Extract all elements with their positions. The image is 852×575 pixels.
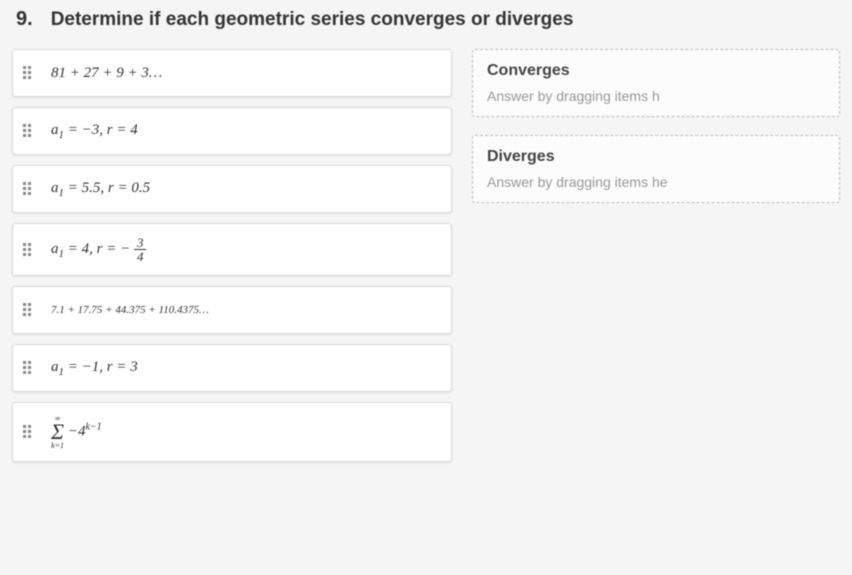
draggable-items-column: 81 + 27 + 9 + 3… a1 = −3, r = 4 a1 = 5.5… <box>12 49 452 462</box>
question-header: 9. Determine if each geometric series co… <box>12 8 840 31</box>
drag-handle-icon <box>23 303 37 317</box>
item-content: a1 = −1, r = 3 <box>51 359 138 378</box>
item-content: a1 = 4, r = − 34 <box>51 236 146 263</box>
draggable-item-2[interactable]: a1 = −3, r = 4 <box>12 107 452 155</box>
item-content: 7.1 + 17.75 + 44.375 + 110.4375… <box>51 304 209 316</box>
drag-handle-icon <box>23 124 37 138</box>
drag-handle-icon <box>23 243 37 257</box>
item-content: ∞Σk=1 −4k−1 <box>51 415 102 449</box>
drop-zone-title: Converges <box>487 62 825 80</box>
drop-zones-column: Converges Answer by dragging items h Div… <box>472 49 840 462</box>
draggable-item-5[interactable]: 7.1 + 17.75 + 44.375 + 110.4375… <box>12 286 452 334</box>
drop-zone-converges[interactable]: Converges Answer by dragging items h <box>472 49 840 117</box>
drop-zone-hint: Answer by dragging items he <box>487 174 825 190</box>
draggable-item-4[interactable]: a1 = 4, r = − 34 <box>12 223 452 276</box>
question-page: 9. Determine if each geometric series co… <box>0 0 852 474</box>
item-content: a1 = 5.5, r = 0.5 <box>51 180 150 199</box>
question-number: 9. <box>16 8 33 31</box>
drag-handle-icon <box>23 425 37 439</box>
question-text: Determine if each geometric series conve… <box>51 9 574 31</box>
main-area: 81 + 27 + 9 + 3… a1 = −3, r = 4 a1 = 5.5… <box>12 49 840 462</box>
draggable-item-1[interactable]: 81 + 27 + 9 + 3… <box>12 49 452 97</box>
drop-zone-hint: Answer by dragging items h <box>487 88 825 104</box>
draggable-item-6[interactable]: a1 = −1, r = 3 <box>12 344 452 392</box>
drop-zone-diverges[interactable]: Diverges Answer by dragging items he <box>472 135 840 203</box>
drop-zone-title: Diverges <box>487 148 825 166</box>
draggable-item-3[interactable]: a1 = 5.5, r = 0.5 <box>12 165 452 213</box>
draggable-item-7[interactable]: ∞Σk=1 −4k−1 <box>12 402 452 462</box>
drag-handle-icon <box>23 66 37 80</box>
item-content: a1 = −3, r = 4 <box>51 122 138 141</box>
item-content: 81 + 27 + 9 + 3… <box>51 65 162 82</box>
drag-handle-icon <box>23 361 37 375</box>
drag-handle-icon <box>23 182 37 196</box>
